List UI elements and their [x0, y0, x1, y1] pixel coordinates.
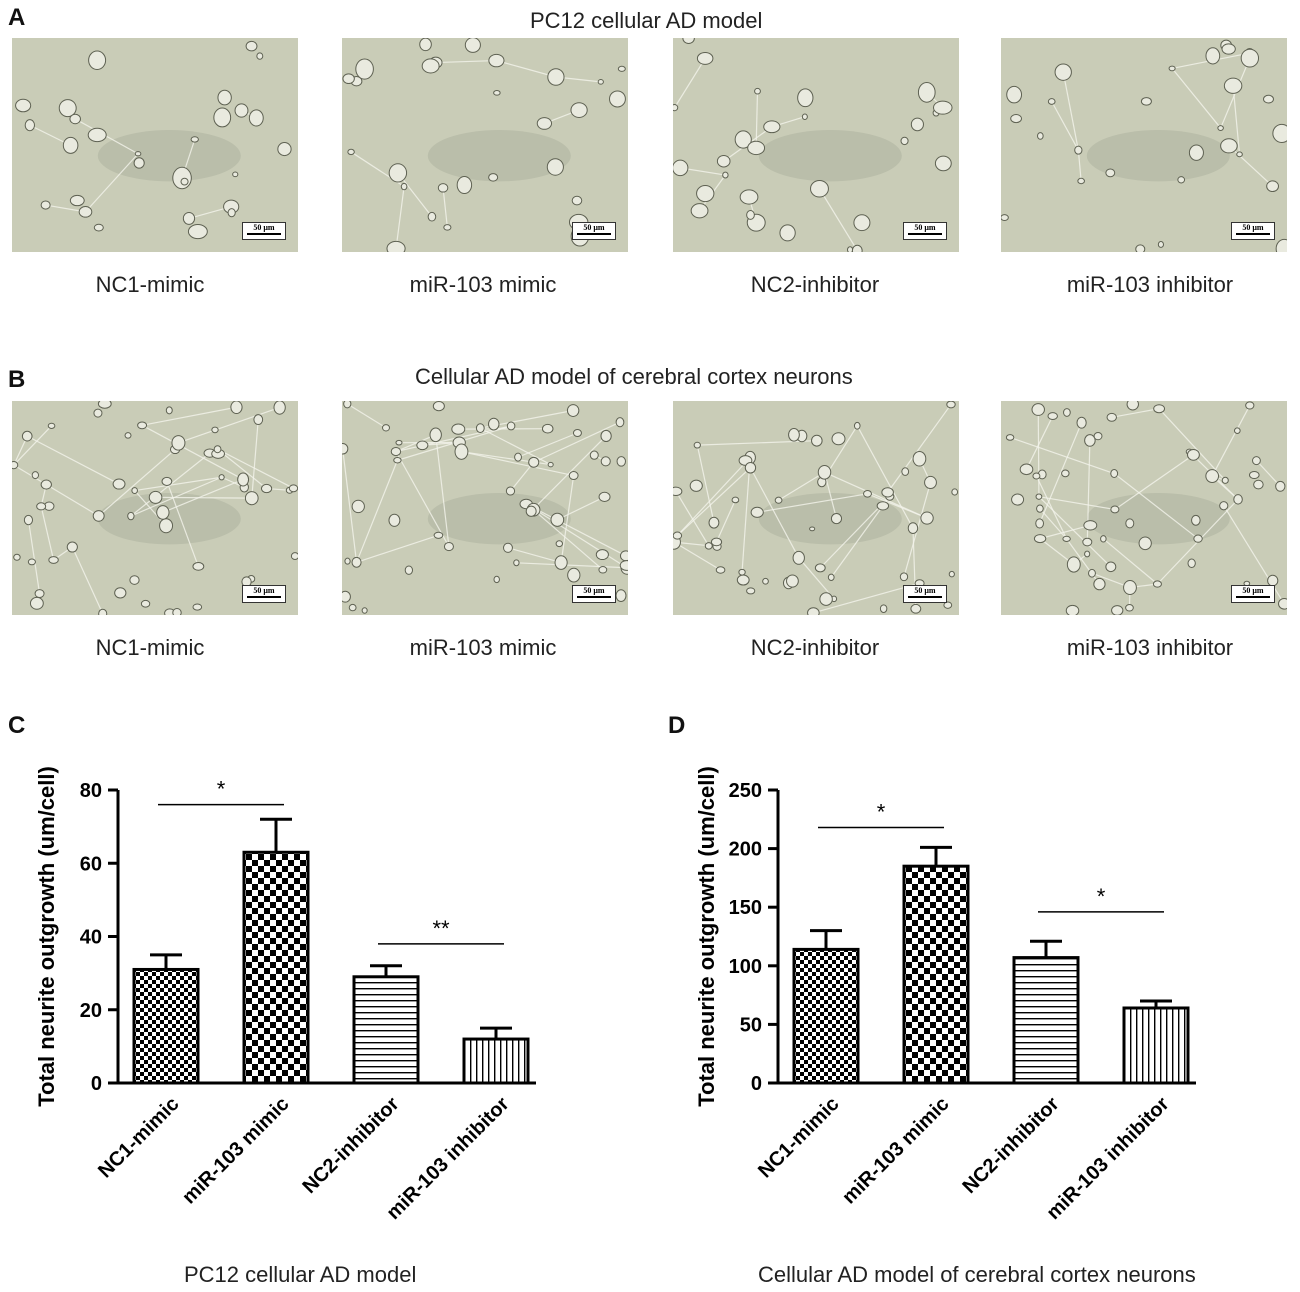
scale-bar: 50 μm	[242, 222, 286, 240]
scale-bar-label: 50 μm	[1242, 586, 1264, 595]
x-tick-label: miR-103 inhibitor	[382, 1093, 513, 1224]
scale-bar-line	[1236, 233, 1270, 235]
micrograph-a-2: 50 μm	[342, 38, 628, 252]
y-tick-label: 200	[729, 839, 762, 861]
cell-texture	[673, 401, 959, 615]
panel-d-caption: Cellular AD model of cerebral cortex neu…	[758, 1262, 1196, 1287]
y-tick-label: 80	[80, 780, 102, 802]
significance-label: *	[1097, 884, 1106, 909]
panel-c-caption: PC12 cellular AD model	[184, 1262, 417, 1287]
scale-bar-line	[908, 233, 942, 235]
cell-texture	[15, 40, 292, 240]
bar-2	[902, 864, 970, 1085]
y-axis-label: Total neurite outgrowth (um/cell)	[34, 766, 59, 1107]
scale-bar-line	[908, 596, 942, 598]
significance-label: *	[217, 777, 226, 802]
panel-b-title: Cellular AD model of cerebral cortex neu…	[415, 364, 853, 389]
y-axis-label: Total neurite outgrowth (um/cell)	[694, 766, 719, 1107]
micrograph-a-4: 50 μm	[1001, 38, 1287, 252]
scale-bar-label: 50 μm	[583, 586, 605, 595]
y-tick-label: 0	[91, 1073, 102, 1095]
scale-bar-label: 50 μm	[583, 223, 605, 232]
chart-c: 0 20 40 60 80 Total neurite outgrowth (um/cel…	[34, 766, 536, 1224]
scale-bar: 50 μm	[242, 585, 286, 603]
scale-bar-line	[577, 233, 611, 235]
scale-bar: 50 μm	[1231, 222, 1275, 240]
bar-3	[1012, 956, 1080, 1085]
micrograph-caption-b-3: NC2-inhibitor	[750, 635, 880, 660]
x-tick-label: NC2-inhibitor	[958, 1093, 1063, 1198]
scale-bar-line	[247, 596, 281, 598]
y-tick-label: 100	[729, 956, 762, 978]
micrograph-b-4: 50 μm	[1001, 401, 1287, 615]
scale-bar: 50 μm	[572, 222, 616, 240]
x-tick-label: miR-103 mimic	[178, 1093, 293, 1208]
chart-d: 0 50 100 150 200 250 Total neurite outgrowth (…	[694, 766, 1196, 1224]
cell-texture	[1001, 39, 1287, 252]
scale-bar-line	[577, 596, 611, 598]
scale-bar-label: 50 μm	[914, 586, 936, 595]
bar-1	[132, 967, 200, 1085]
micrograph-b-3: 50 μm	[673, 401, 959, 615]
bar-3	[352, 975, 420, 1085]
x-tick-label: miR-103 mimic	[838, 1093, 953, 1208]
cell-texture	[1005, 401, 1287, 615]
y-tick-label: 50	[740, 1014, 762, 1036]
micrograph-caption-a-1: NC1-mimic	[95, 272, 205, 297]
scale-bar-label: 50 μm	[253, 586, 275, 595]
scale-bar-label: 50 μm	[253, 223, 275, 232]
scale-bar-line	[247, 233, 281, 235]
scale-bar: 50 μm	[1231, 585, 1275, 603]
y-tick-label: 250	[729, 780, 762, 802]
micrograph-b-1: 50 μm	[12, 401, 298, 615]
bar-4	[462, 1037, 530, 1085]
y-tick-label: 0	[751, 1073, 762, 1095]
scale-bar: 50 μm	[903, 585, 947, 603]
micrograph-caption-a-2: miR-103 mimic	[409, 272, 557, 297]
x-tick-label: NC1-mimic	[754, 1093, 843, 1182]
scale-bar-label: 50 μm	[1242, 223, 1264, 232]
panel-b-letter: B	[8, 366, 26, 393]
x-tick-label: NC1-mimic	[94, 1093, 183, 1182]
x-tick-label: miR-103 inhibitor	[1042, 1093, 1173, 1224]
y-tick-label: 60	[80, 853, 102, 875]
micrograph-caption-b-1: NC1-mimic	[95, 635, 205, 660]
cell-texture	[12, 401, 298, 615]
micrograph-caption-b-4: miR-103 inhibitor	[1066, 635, 1234, 660]
cell-texture	[342, 38, 626, 252]
cell-texture	[342, 401, 628, 614]
panel-a-letter: A	[8, 4, 26, 31]
bar-2	[242, 850, 310, 1085]
scale-bar: 50 μm	[903, 222, 947, 240]
micrograph-caption-a-3: NC2-inhibitor	[750, 272, 880, 297]
y-tick-label: 40	[80, 927, 102, 949]
scale-bar-label: 50 μm	[914, 223, 936, 232]
panel-d-letter: D	[668, 712, 686, 739]
y-tick-label: 150	[729, 897, 762, 919]
micrograph-a-3: 50 μm	[673, 38, 959, 252]
panel-a-title: PC12 cellular AD model	[530, 8, 763, 33]
bar-1	[792, 947, 860, 1085]
scale-bar-line	[1236, 596, 1270, 598]
significance-label: *	[877, 800, 886, 825]
bar-4	[1122, 1006, 1190, 1085]
cell-texture	[673, 38, 953, 252]
panel-c-letter: C	[8, 712, 26, 739]
micrograph-b-2: 50 μm	[342, 401, 628, 615]
micrograph-a-1: 50 μm	[12, 38, 298, 252]
y-tick-label: 20	[80, 1000, 102, 1022]
scale-bar: 50 μm	[572, 585, 616, 603]
micrograph-caption-a-4: miR-103 inhibitor	[1066, 272, 1234, 297]
micrograph-caption-b-2: miR-103 mimic	[409, 635, 557, 660]
significance-label: **	[432, 916, 450, 941]
x-tick-label: NC2-inhibitor	[298, 1093, 403, 1198]
